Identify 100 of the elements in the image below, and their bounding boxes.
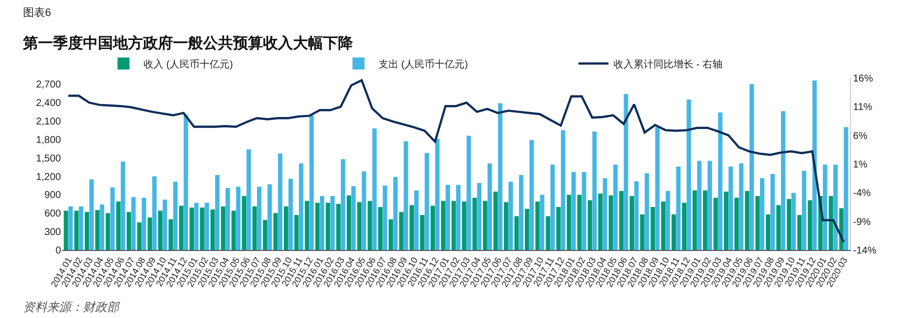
bar	[592, 131, 597, 250]
bar	[399, 212, 404, 250]
bar	[571, 172, 576, 250]
bar	[252, 206, 257, 250]
bar	[294, 214, 299, 250]
bar	[724, 192, 728, 250]
bar	[236, 186, 240, 250]
bar	[298, 163, 304, 250]
y-tick-label: 2,100	[36, 116, 62, 128]
bar	[452, 200, 456, 250]
bar	[200, 208, 204, 250]
bar	[84, 212, 90, 250]
bar	[504, 202, 508, 250]
bar	[744, 191, 750, 250]
bar	[686, 100, 692, 250]
bar	[566, 194, 572, 250]
bar	[106, 213, 110, 250]
bar	[666, 191, 670, 250]
bar	[441, 200, 446, 250]
y-tick-label: 1,500	[36, 153, 62, 164]
bar	[493, 192, 498, 250]
bar	[242, 196, 246, 250]
bar	[462, 201, 466, 250]
bar	[488, 163, 492, 250]
bar	[320, 196, 324, 250]
y-tick-label: 2,700	[36, 80, 62, 91]
bar	[89, 179, 94, 250]
bar	[755, 196, 760, 250]
bar	[273, 213, 278, 250]
bar	[619, 191, 624, 250]
bar	[388, 219, 394, 250]
bar	[828, 196, 834, 250]
bar	[110, 187, 115, 250]
bar	[184, 114, 188, 250]
bar	[278, 154, 282, 250]
bar	[613, 164, 618, 250]
bar	[336, 204, 341, 250]
bar	[739, 163, 744, 250]
bar	[131, 197, 136, 250]
legend-label: 支出 (人民币十亿元)	[378, 58, 468, 70]
bar	[676, 166, 681, 250]
bar	[482, 200, 488, 250]
y2-tick-label: 1%	[853, 160, 868, 170]
bar	[472, 198, 477, 250]
bar	[382, 186, 388, 250]
y-tick-label: 300	[44, 227, 62, 238]
bar	[718, 112, 722, 250]
bar	[770, 174, 775, 250]
chart-subtitle: 图表6	[23, 6, 52, 19]
bar	[424, 152, 430, 250]
bar	[78, 206, 84, 250]
bar	[288, 178, 293, 250]
bar	[802, 170, 806, 250]
bar	[126, 212, 132, 250]
bar	[598, 193, 603, 250]
bar	[672, 214, 676, 250]
bar	[776, 205, 781, 250]
bar	[728, 166, 733, 250]
bar	[582, 172, 586, 250]
y2-tick-label: -14%	[853, 246, 876, 256]
bar	[330, 196, 335, 250]
legend-label: 收入累计同比增长 - 右轴	[614, 58, 722, 70]
bar	[148, 217, 152, 250]
bar	[152, 176, 157, 250]
bar	[644, 173, 650, 250]
bar	[514, 216, 519, 250]
bar	[734, 198, 739, 250]
text: 资料来源：财政部	[23, 300, 121, 314]
bar	[466, 136, 471, 250]
bar	[215, 175, 220, 250]
y-tick-label: 0	[55, 246, 62, 256]
bar	[750, 84, 754, 250]
bar	[634, 181, 639, 250]
bar	[550, 164, 555, 250]
bar	[477, 183, 482, 250]
bar	[372, 128, 377, 250]
bar	[661, 201, 666, 250]
bar	[179, 206, 184, 250]
bar	[162, 200, 168, 250]
y2-tick-label: -4%	[853, 188, 871, 200]
bar	[226, 188, 230, 250]
bar	[64, 210, 68, 250]
bar	[540, 194, 544, 250]
bar	[210, 209, 215, 250]
bar	[602, 178, 608, 250]
bar	[529, 140, 534, 250]
bar	[142, 198, 146, 250]
y-tick-label: 600	[44, 208, 62, 220]
bar	[456, 184, 460, 250]
bar	[326, 202, 330, 250]
bar	[791, 192, 796, 250]
bar	[262, 220, 268, 250]
y2-tick-label: 11%	[853, 102, 872, 114]
bar	[346, 195, 352, 250]
bar	[697, 160, 702, 250]
bar	[630, 196, 634, 250]
bar	[410, 205, 414, 250]
bar	[284, 206, 288, 250]
bar	[190, 208, 194, 250]
bar	[808, 200, 812, 250]
